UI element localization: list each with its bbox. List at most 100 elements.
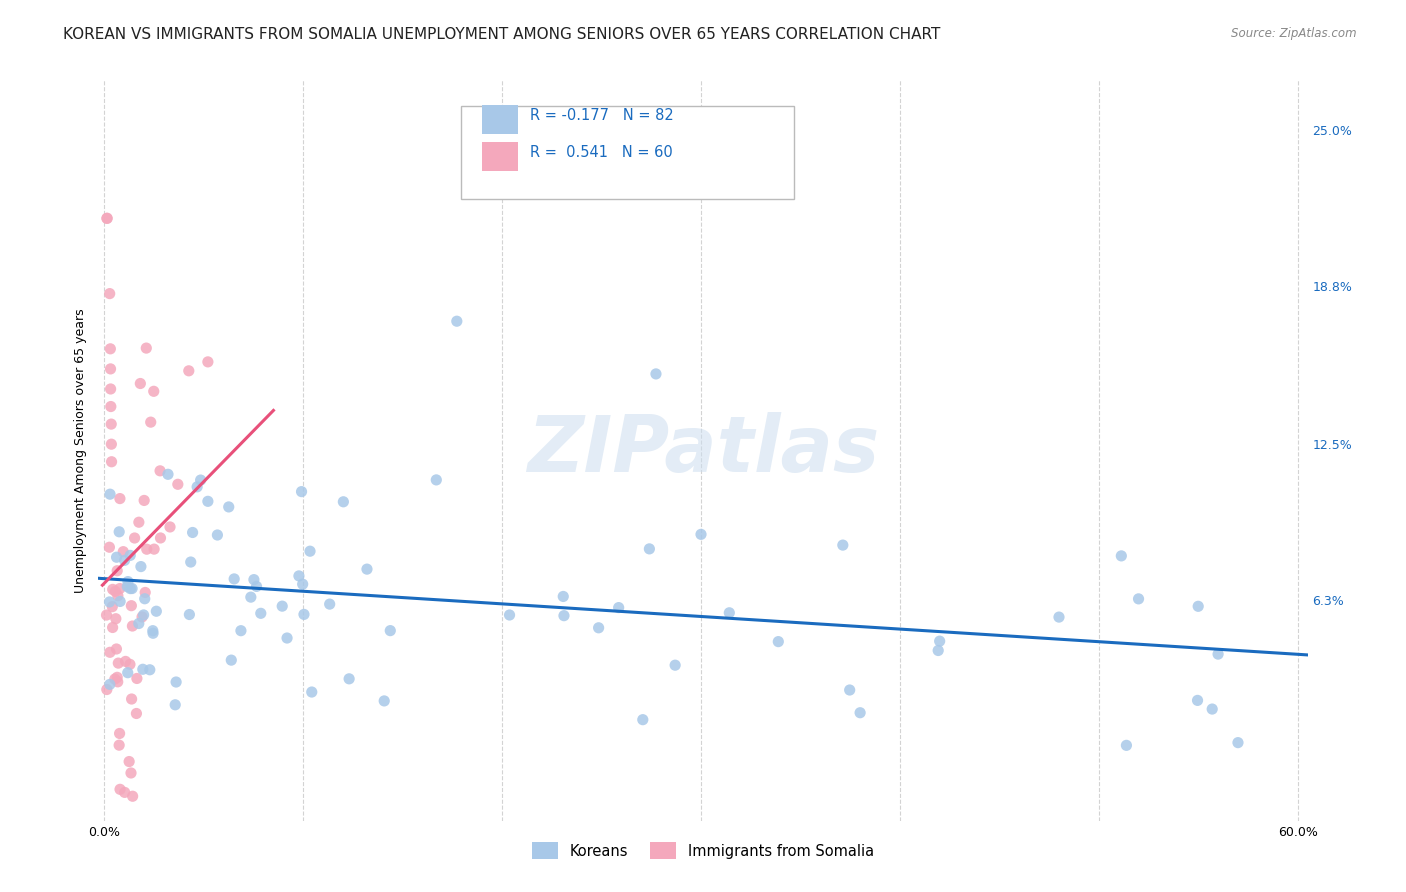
- FancyBboxPatch shape: [482, 143, 517, 170]
- Point: [108, 524, 131, 539]
- Point: [139, 415, 162, 429]
- Point: [190, 473, 212, 487]
- Point: [301, 685, 323, 699]
- Point: [107, 589, 129, 603]
- Point: [105, 670, 128, 684]
- Point: [118, 657, 141, 672]
- Point: [1187, 599, 1209, 614]
- Point: [101, 599, 124, 614]
- Point: [332, 495, 354, 509]
- Point: [239, 590, 262, 604]
- Point: [135, 341, 157, 355]
- Point: [166, 477, 188, 491]
- Point: [186, 480, 208, 494]
- Point: [104, 672, 127, 686]
- Point: [1206, 647, 1229, 661]
- Point: [425, 473, 447, 487]
- Point: [1201, 702, 1223, 716]
- Point: [1047, 610, 1070, 624]
- Point: [114, 654, 136, 668]
- FancyBboxPatch shape: [482, 105, 517, 134]
- Point: [121, 619, 143, 633]
- Point: [927, 643, 949, 657]
- Point: [498, 607, 520, 622]
- Point: [298, 544, 321, 558]
- Point: [128, 616, 150, 631]
- Point: [145, 604, 167, 618]
- Point: [197, 355, 219, 369]
- Point: [177, 364, 200, 378]
- Point: [108, 726, 131, 740]
- Point: [98, 540, 121, 554]
- Point: [98, 286, 121, 301]
- Point: [553, 590, 575, 604]
- Point: [768, 634, 790, 648]
- Point: [98, 645, 121, 659]
- Point: [128, 515, 150, 529]
- Point: [100, 437, 122, 451]
- Point: [96, 211, 118, 226]
- Point: [96, 211, 118, 226]
- Point: [125, 672, 148, 686]
- Point: [207, 528, 229, 542]
- Point: [142, 624, 165, 638]
- Point: [159, 520, 181, 534]
- Point: [156, 467, 179, 482]
- Point: [120, 599, 142, 613]
- Point: [337, 672, 360, 686]
- Point: [104, 612, 127, 626]
- Point: [243, 573, 266, 587]
- Point: [108, 594, 131, 608]
- Point: [139, 663, 162, 677]
- Point: [849, 706, 872, 720]
- Point: [117, 574, 139, 589]
- Point: [1115, 739, 1137, 753]
- Point: [132, 607, 155, 622]
- Point: [98, 677, 121, 691]
- Point: [117, 665, 139, 680]
- Point: [291, 577, 314, 591]
- Point: [838, 683, 860, 698]
- Point: [101, 620, 124, 634]
- Point: [105, 550, 128, 565]
- Point: [134, 585, 156, 599]
- Point: [245, 579, 267, 593]
- Point: [219, 653, 242, 667]
- Text: R =  0.541   N = 60: R = 0.541 N = 60: [530, 145, 673, 160]
- Point: [120, 549, 142, 563]
- Point: [114, 553, 136, 567]
- Point: [114, 785, 136, 799]
- Point: [271, 599, 294, 614]
- Point: [249, 607, 271, 621]
- Point: [1111, 549, 1133, 563]
- Point: [129, 376, 152, 391]
- Point: [356, 562, 378, 576]
- Point: [134, 493, 156, 508]
- Point: [690, 527, 713, 541]
- Point: [118, 755, 141, 769]
- Text: Source: ZipAtlas.com: Source: ZipAtlas.com: [1232, 27, 1357, 40]
- Point: [553, 608, 575, 623]
- Text: R = -0.177   N = 82: R = -0.177 N = 82: [530, 108, 673, 122]
- Point: [229, 624, 252, 638]
- Y-axis label: Unemployment Among Seniors over 65 years: Unemployment Among Seniors over 65 years: [75, 308, 87, 593]
- Point: [112, 544, 135, 558]
- Point: [100, 382, 122, 396]
- Point: [100, 455, 122, 469]
- Point: [98, 342, 121, 356]
- Point: [179, 607, 201, 622]
- Point: [143, 542, 166, 557]
- Point: [107, 674, 129, 689]
- Point: [131, 610, 153, 624]
- Text: ZIPatlas: ZIPatlas: [527, 412, 879, 489]
- Point: [120, 766, 142, 780]
- Point: [197, 494, 219, 508]
- Point: [631, 713, 654, 727]
- Text: KOREAN VS IMMIGRANTS FROM SOMALIA UNEMPLOYMENT AMONG SENIORS OVER 65 YEARS CORRE: KOREAN VS IMMIGRANTS FROM SOMALIA UNEMPL…: [63, 27, 941, 42]
- Point: [100, 400, 122, 414]
- Point: [380, 624, 402, 638]
- Point: [98, 595, 121, 609]
- Point: [132, 662, 155, 676]
- Point: [121, 692, 143, 706]
- Point: [928, 634, 950, 648]
